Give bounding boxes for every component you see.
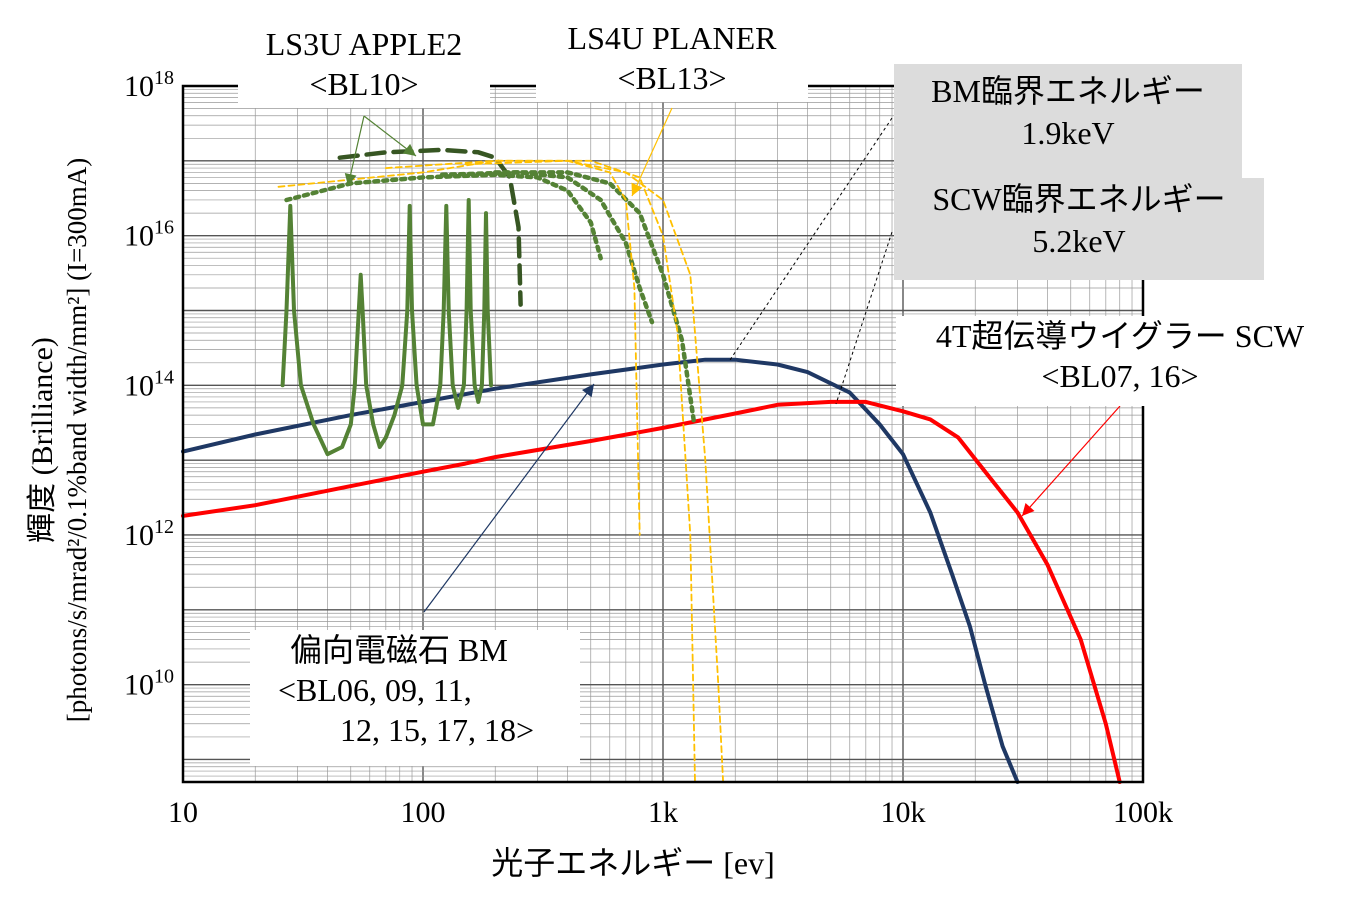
series-line-2 (337, 147, 523, 307)
ls4u-pointer-head (631, 182, 643, 196)
series-layer (181, 147, 1122, 784)
ls3u-name: LS3U APPLE2 (265, 26, 463, 62)
scw-pointer-head (1022, 503, 1035, 516)
series-line-1 (181, 399, 1122, 784)
series-line-9 (464, 159, 724, 783)
annotation-pointers (344, 107, 1121, 613)
series-line-8 (384, 159, 696, 783)
series-line-5 (492, 170, 697, 427)
ls3u-beamline: <BL10> (309, 66, 419, 102)
y-tick-label: 1010 (124, 666, 174, 702)
bm-label: 偏向電磁石 BM <BL06, 09, 11, 12, 15, 17, 18> (250, 630, 580, 766)
ls4u-beamline: <BL13> (617, 60, 727, 96)
bm-pointer (423, 383, 595, 613)
y-tick-label: 1012 (124, 516, 174, 552)
scw-pointer (1021, 405, 1121, 517)
scw-name: 4T超伝導ウイグラー SCW (935, 318, 1305, 354)
bm-pointer-head (582, 384, 594, 398)
y-tick-labels: 1018 1016 1014 1012 1010 (124, 67, 174, 702)
series-line-6 (280, 198, 493, 457)
bm-critical-value: 1.9keV (1021, 115, 1115, 151)
x-tick-label: 10k (881, 796, 926, 829)
bm-beamlines-1: <BL06, 09, 11, (278, 672, 472, 708)
ls3u-label: LS3U APPLE2 <BL10> (238, 24, 490, 108)
y-tick-label: 1016 (124, 217, 174, 253)
scw-critical-energy-box: SCW臨界エネルギー 5.2keV (894, 178, 1264, 280)
scw-label: 4T超伝導ウイグラー SCW <BL07, 16> (896, 316, 1344, 406)
bm-beamlines-2: 12, 15, 17, 18> (340, 712, 535, 748)
x-tick-labels: 10 100 1k 10k 100k (168, 796, 1173, 829)
ls4u-pointer (631, 107, 673, 197)
x-tick-label: 10 (168, 796, 198, 829)
x-tick-label: 100k (1113, 796, 1173, 829)
ls4u-label: LS4U PLANER <BL13> (536, 18, 808, 102)
y-tick-label: 1018 (124, 67, 174, 103)
scw-beamline: <BL07, 16> (1041, 358, 1199, 394)
scw-critical-pointer (835, 231, 893, 405)
y-axis-label-line2: [photons/s/mrad²/0.1%band width/mm²] (I=… (62, 158, 92, 723)
scw-critical-title: SCW臨界エネルギー (932, 181, 1226, 217)
y-axis-label-line1: 輝度 (Brilliance) (26, 337, 59, 543)
scw-critical-value: 5.2keV (1032, 223, 1126, 259)
y-tick-label: 1014 (124, 366, 174, 402)
series-line-7 (277, 159, 641, 536)
ls4u-name: LS4U PLANER (567, 20, 777, 56)
bm-name: 偏向電磁石 BM (290, 632, 508, 668)
ls3u-pointer-1-head (402, 143, 416, 156)
bm-critical-title: BM臨界エネルギー (931, 73, 1205, 109)
x-tick-label: 1k (648, 796, 678, 829)
x-axis-label: 光子エネルギー [ev] (491, 845, 775, 881)
bm-critical-energy-box: BM臨界エネルギー 1.9keV (894, 64, 1242, 188)
ls3u-pointer-2-head (344, 173, 357, 186)
series-line-0 (181, 357, 1020, 784)
bm-critical-pointer (729, 117, 893, 361)
series-line-3 (284, 172, 603, 261)
x-tick-label: 100 (401, 796, 446, 829)
